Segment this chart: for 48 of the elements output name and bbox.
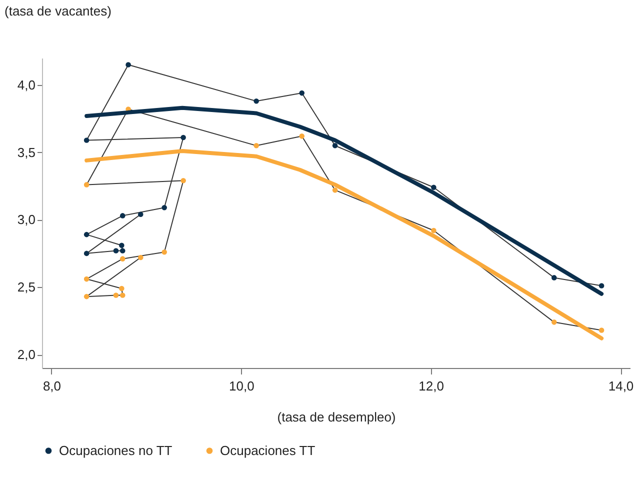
point <box>162 204 167 210</box>
point <box>120 248 126 254</box>
point <box>162 249 167 255</box>
point <box>126 62 131 68</box>
legend-label: Ocupaciones TT <box>220 442 316 458</box>
point <box>113 292 119 298</box>
y-tick-label: 2,0 <box>17 347 36 362</box>
point <box>120 256 126 262</box>
point <box>138 254 144 260</box>
y-tick-label: 2,5 <box>17 280 36 295</box>
point <box>598 283 604 288</box>
point <box>431 228 436 234</box>
x-tick-label: 12,0 <box>418 378 444 394</box>
point <box>254 142 259 148</box>
y-axis-title: (tasa de vacantes) <box>4 4 112 18</box>
point <box>84 294 90 300</box>
x-tick-label: 10,0 <box>229 378 254 394</box>
x-tick-label: 8,0 <box>42 378 62 394</box>
point <box>138 212 144 217</box>
x-axis-title: (tasa de desempleo) <box>277 410 396 424</box>
point <box>431 184 436 190</box>
point <box>119 286 124 292</box>
point <box>84 182 90 188</box>
y-tick-label: 3,0 <box>17 212 36 228</box>
point <box>119 242 124 248</box>
point <box>84 250 90 256</box>
point <box>299 90 305 96</box>
point <box>180 178 186 184</box>
y-tick-label: 4,0 <box>17 77 36 92</box>
line-series <box>84 149 604 340</box>
point <box>84 276 90 282</box>
point <box>332 142 338 148</box>
point <box>598 328 604 333</box>
line-series <box>84 106 604 296</box>
point <box>332 187 338 193</box>
y-tick-label: 3,5 <box>17 144 36 160</box>
point <box>299 134 305 139</box>
point <box>84 232 90 238</box>
point <box>120 213 126 218</box>
point <box>84 138 90 143</box>
point <box>180 134 186 140</box>
point <box>551 275 557 280</box>
point <box>254 98 259 104</box>
point <box>113 248 119 254</box>
point <box>551 320 557 325</box>
x-tick-label: 14,0 <box>608 378 634 394</box>
legend-label: Ocupaciones no TT <box>59 442 172 458</box>
point <box>120 292 126 298</box>
